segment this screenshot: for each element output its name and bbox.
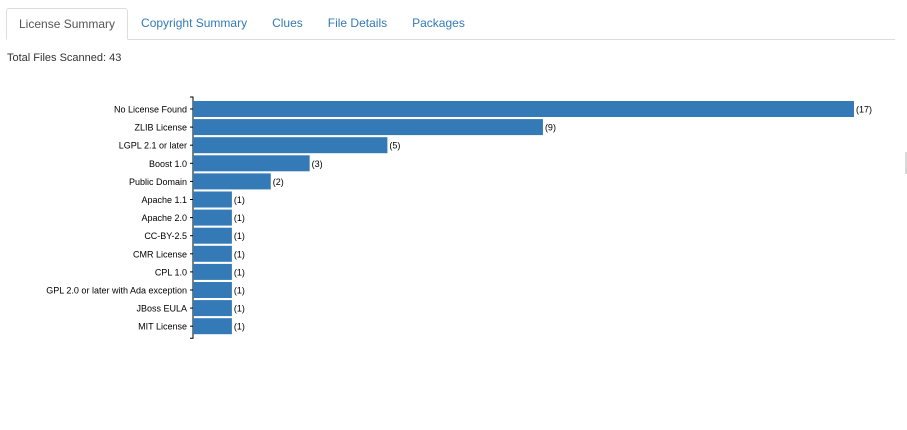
category-label: MIT License xyxy=(138,322,187,332)
category-label: No License Found xyxy=(114,105,187,115)
license-bar[interactable] xyxy=(193,245,232,262)
bar-value-label: (1) xyxy=(234,286,245,296)
license-bar[interactable] xyxy=(193,227,232,244)
bar-value-label: (1) xyxy=(234,195,245,205)
bar-value-label: (9) xyxy=(545,123,556,133)
category-label: CMR License xyxy=(133,249,187,259)
license-bar[interactable] xyxy=(193,119,543,136)
tab-license-summary[interactable]: License Summary xyxy=(6,8,129,40)
license-bar[interactable] xyxy=(193,173,271,190)
tab-packages[interactable]: Packages xyxy=(412,16,465,30)
license-bar[interactable] xyxy=(193,137,388,154)
license-bar[interactable] xyxy=(193,263,232,280)
bar-value-label: (1) xyxy=(234,249,245,259)
total-files-scanned: Total Files Scanned: 43 xyxy=(7,52,122,64)
category-label: Boost 1.0 xyxy=(149,159,187,169)
bar-value-label: (1) xyxy=(234,304,245,314)
category-label: Public Domain xyxy=(129,177,187,187)
category-label: Apache 2.0 xyxy=(141,213,187,223)
scrollbar-edge[interactable] xyxy=(905,152,907,174)
license-bar[interactable] xyxy=(193,191,232,208)
license-bar[interactable] xyxy=(193,101,854,117)
license-bar[interactable] xyxy=(193,300,232,317)
license-bar[interactable] xyxy=(193,155,310,172)
category-label: JBoss EULA xyxy=(136,304,187,314)
category-label: Apache 1.1 xyxy=(141,195,187,205)
tab-bar: License Summary Copyright Summary Clues … xyxy=(6,8,895,40)
bar-value-label: (2) xyxy=(273,177,284,187)
bar-value-label: (1) xyxy=(234,322,245,332)
tab-copyright-summary[interactable]: Copyright Summary xyxy=(141,16,248,30)
bar-value-label: (5) xyxy=(389,141,400,151)
license-bar[interactable] xyxy=(193,318,232,335)
license-bar[interactable] xyxy=(193,282,232,298)
bar-value-label: (1) xyxy=(234,231,245,241)
tab-file-details[interactable]: File Details xyxy=(327,16,388,30)
tab-clues[interactable]: Clues xyxy=(272,16,303,30)
bar-value-label: (17) xyxy=(856,105,872,115)
category-label: CPL 1.0 xyxy=(155,267,187,277)
bar-value-label: (3) xyxy=(312,159,323,169)
bar-value-label: (1) xyxy=(234,213,245,223)
category-label: GPL 2.0 or later with Ada exception xyxy=(46,286,187,296)
license-bar[interactable] xyxy=(193,209,232,226)
bar-value-label: (1) xyxy=(234,267,245,277)
category-label: CC-BY-2.5 xyxy=(144,231,187,241)
category-label: ZLIB License xyxy=(134,123,187,133)
category-label: LGPL 2.1 or later xyxy=(119,141,187,151)
